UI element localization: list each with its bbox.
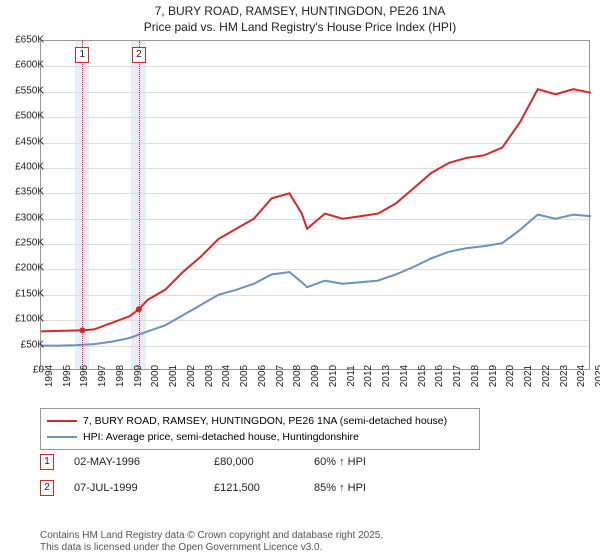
x-tick-label: 2023: [559, 365, 570, 387]
chart-title-line1: 7, BURY ROAD, RAMSEY, HUNTINGDON, PE26 1…: [0, 0, 600, 20]
x-tick-label: 1996: [79, 365, 90, 387]
x-tick-label: 2000: [150, 365, 161, 387]
transaction-badge: 2: [40, 480, 54, 496]
x-tick-label: 2017: [452, 365, 463, 387]
y-tick-label: £600K: [4, 60, 44, 71]
marker-line: [139, 41, 140, 369]
transaction-delta: 85% ↑ HPI: [314, 482, 366, 494]
transaction-row: 2 07-JUL-1999 £121,500 85% ↑ HPI: [40, 480, 366, 496]
y-tick-label: £650K: [4, 35, 44, 46]
x-tick-label: 2016: [434, 365, 445, 387]
plot-area: 12: [40, 40, 590, 370]
x-tick-label: 2006: [257, 365, 268, 387]
x-tick-label: 2022: [541, 365, 552, 387]
x-tick-label: 2005: [239, 365, 250, 387]
marker-badge: 2: [132, 47, 146, 63]
transaction-price: £121,500: [214, 482, 294, 494]
x-tick-label: 2025: [594, 365, 600, 387]
marker-badge: 1: [75, 47, 89, 63]
legend-swatch: [47, 436, 77, 438]
x-tick-label: 2009: [310, 365, 321, 387]
legend-item: 7, BURY ROAD, RAMSEY, HUNTINGDON, PE26 1…: [47, 413, 473, 429]
transaction-delta: 60% ↑ HPI: [314, 456, 366, 468]
x-tick-label: 1995: [62, 365, 73, 387]
y-tick-label: £550K: [4, 85, 44, 96]
x-tick-label: 1997: [97, 365, 108, 387]
x-tick-label: 2018: [470, 365, 481, 387]
x-tick-label: 2011: [346, 365, 357, 387]
legend-label: HPI: Average price, semi-detached house,…: [83, 431, 359, 443]
transaction-badge: 1: [40, 454, 54, 470]
series-hpi: [41, 215, 591, 346]
legend-label: 7, BURY ROAD, RAMSEY, HUNTINGDON, PE26 1…: [83, 415, 447, 427]
y-tick-label: £200K: [4, 263, 44, 274]
x-tick-label: 2013: [381, 365, 392, 387]
marker-line: [82, 41, 83, 369]
x-tick-label: 2003: [204, 365, 215, 387]
chart-title-line2: Price paid vs. HM Land Registry's House …: [0, 20, 600, 34]
y-tick-label: £50K: [4, 339, 44, 350]
y-tick-label: £150K: [4, 288, 44, 299]
x-tick-label: 1998: [115, 365, 126, 387]
x-tick-label: 2002: [186, 365, 197, 387]
copyright-line1: Contains HM Land Registry data © Crown c…: [40, 530, 383, 542]
copyright-line2: This data is licensed under the Open Gov…: [40, 542, 383, 554]
legend: 7, BURY ROAD, RAMSEY, HUNTINGDON, PE26 1…: [40, 408, 480, 450]
x-tick-label: 2004: [221, 365, 232, 387]
series-property: [41, 89, 591, 331]
chart-svg: [41, 41, 589, 369]
y-tick-label: £400K: [4, 161, 44, 172]
transaction-row: 1 02-MAY-1996 £80,000 60% ↑ HPI: [40, 454, 366, 470]
x-tick-label: 2007: [275, 365, 286, 387]
x-tick-label: 2014: [399, 365, 410, 387]
transaction-date: 07-JUL-1999: [74, 482, 194, 494]
y-tick-label: £0: [4, 365, 44, 376]
y-tick-label: £100K: [4, 314, 44, 325]
x-tick-label: 2024: [576, 365, 587, 387]
x-tick-label: 2008: [292, 365, 303, 387]
chart-container: 7, BURY ROAD, RAMSEY, HUNTINGDON, PE26 1…: [0, 0, 600, 560]
x-tick-label: 2020: [505, 365, 516, 387]
transaction-price: £80,000: [214, 456, 294, 468]
y-tick-label: £500K: [4, 111, 44, 122]
x-tick-label: 2010: [328, 365, 339, 387]
legend-swatch: [47, 420, 77, 422]
y-tick-label: £300K: [4, 212, 44, 223]
y-tick-label: £350K: [4, 187, 44, 198]
x-tick-label: 2015: [417, 365, 428, 387]
x-tick-label: 2021: [523, 365, 534, 387]
y-tick-label: £250K: [4, 238, 44, 249]
x-tick-label: 2012: [363, 365, 374, 387]
transaction-date: 02-MAY-1996: [74, 456, 194, 468]
copyright: Contains HM Land Registry data © Crown c…: [40, 530, 383, 554]
y-tick-label: £450K: [4, 136, 44, 147]
x-tick-label: 1994: [44, 365, 55, 387]
x-tick-label: 1999: [133, 365, 144, 387]
x-tick-label: 2001: [168, 365, 179, 387]
legend-item: HPI: Average price, semi-detached house,…: [47, 429, 473, 445]
x-tick-label: 2019: [488, 365, 499, 387]
